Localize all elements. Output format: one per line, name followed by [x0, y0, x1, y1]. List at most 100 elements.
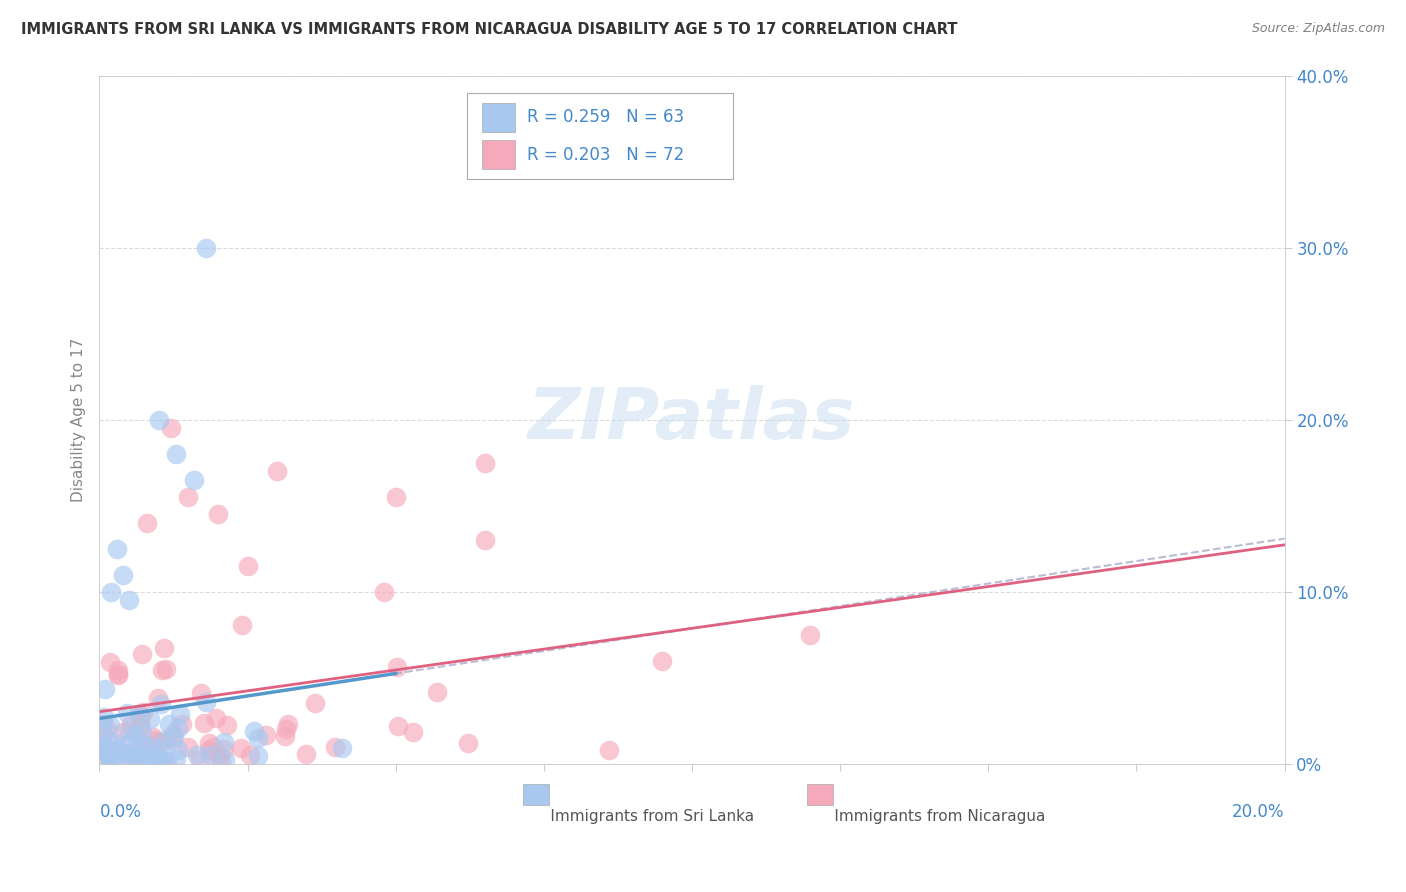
Point [207, 508, 229, 522]
Point [93, 728, 115, 742]
Point [384, 490, 406, 504]
Point [598, 743, 620, 757]
Point [100, 756, 122, 770]
Point [159, 421, 181, 435]
Point [799, 628, 821, 642]
Point [323, 739, 346, 754]
Point [146, 755, 169, 769]
Bar [523, 784, 548, 805]
Point [139, 712, 162, 726]
Point [167, 742, 190, 756]
Point [373, 584, 395, 599]
Point [115, 706, 138, 720]
Text: R = 0.259   N = 63: R = 0.259 N = 63 [527, 108, 685, 127]
Point [107, 667, 129, 681]
Point [121, 749, 143, 764]
Point [254, 728, 277, 742]
Point [193, 716, 215, 731]
Point [103, 752, 125, 766]
Point [128, 718, 150, 732]
Point [208, 748, 231, 763]
Point [150, 663, 173, 677]
Point [138, 739, 160, 754]
Point [153, 732, 176, 747]
Point [118, 749, 141, 764]
Point [146, 690, 169, 705]
Point [214, 735, 236, 749]
Point [112, 724, 135, 739]
Point [128, 717, 150, 731]
Point [97, 745, 120, 759]
Point [112, 745, 135, 759]
Point [107, 668, 129, 682]
Point [131, 747, 153, 761]
Point [131, 647, 153, 661]
Point [474, 533, 496, 548]
Text: Immigrants from Sri Lanka: Immigrants from Sri Lanka [526, 808, 754, 823]
Point [150, 697, 173, 711]
Point [202, 739, 225, 754]
Point [276, 722, 298, 736]
Point [124, 726, 146, 740]
Point [246, 731, 269, 745]
Point [183, 473, 205, 487]
Point [162, 733, 184, 747]
Text: IMMIGRANTS FROM SRI LANKA VS IMMIGRANTS FROM NICARAGUA DISABILITY AGE 5 TO 17 CO: IMMIGRANTS FROM SRI LANKA VS IMMIGRANTS … [21, 22, 957, 37]
Point [152, 640, 174, 655]
Point [97, 732, 120, 747]
Point [242, 723, 264, 738]
Text: 20.0%: 20.0% [1232, 803, 1285, 821]
Point [112, 567, 135, 582]
Point [107, 664, 129, 678]
Point [457, 736, 479, 750]
Point [205, 711, 228, 725]
Point [93, 709, 115, 723]
Point [118, 593, 141, 607]
Point [277, 717, 299, 731]
Point [162, 727, 184, 741]
Point [214, 754, 236, 768]
Text: 0.0%: 0.0% [100, 803, 142, 821]
Point [120, 717, 142, 731]
Point [215, 717, 238, 731]
Point [121, 748, 143, 763]
Point [330, 741, 353, 756]
Point [148, 751, 170, 765]
Point [148, 412, 170, 426]
Point [142, 751, 165, 765]
Point [118, 724, 141, 739]
Point [651, 654, 673, 668]
Point [155, 662, 177, 676]
Point [155, 756, 177, 770]
Point [94, 682, 117, 697]
Text: Source: ZipAtlas.com: Source: ZipAtlas.com [1251, 22, 1385, 36]
Point [198, 743, 221, 757]
Point [190, 686, 212, 700]
Point [136, 751, 159, 765]
Y-axis label: Disability Age 5 to 17: Disability Age 5 to 17 [72, 337, 86, 502]
Point [132, 739, 155, 753]
Point [124, 742, 146, 756]
Bar [482, 103, 516, 132]
Point [385, 660, 408, 674]
Point [231, 618, 253, 632]
Point [166, 447, 188, 461]
Point [236, 558, 259, 573]
Point [304, 696, 326, 710]
Point [195, 241, 218, 255]
Point [157, 716, 180, 731]
Point [214, 742, 236, 756]
Point [143, 732, 166, 747]
Point [98, 747, 121, 761]
Point [153, 753, 176, 767]
Point [177, 490, 200, 504]
Point [107, 742, 129, 756]
Point [274, 729, 297, 743]
Point [138, 754, 160, 768]
Point [474, 456, 496, 470]
Point [162, 731, 184, 745]
Point [142, 730, 165, 744]
Point [91, 747, 114, 761]
Point [131, 735, 153, 749]
Point [402, 725, 425, 739]
